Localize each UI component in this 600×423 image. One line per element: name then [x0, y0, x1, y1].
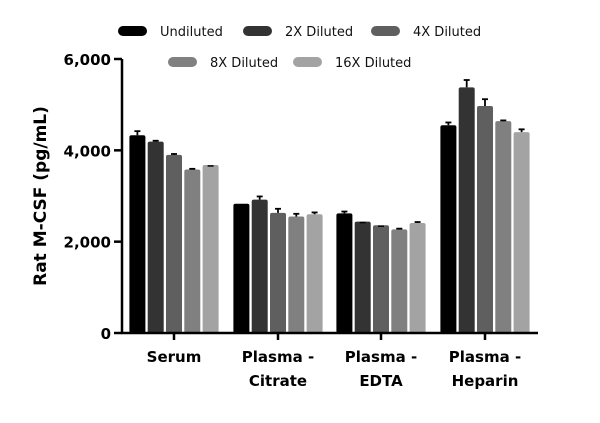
legend-swatch: [371, 26, 400, 36]
legend-label: 4X Diluted: [413, 25, 481, 40]
y-tick-label: 4,000: [64, 142, 111, 160]
legend-swatch: [168, 57, 197, 67]
legend-label: 2X Diluted: [285, 25, 353, 40]
bar: [202, 164, 219, 333]
bar: [336, 213, 353, 333]
y-axis: 0 2,000 4,000 6,000: [64, 51, 124, 343]
y-tick-label: 0: [101, 325, 111, 343]
bar: [306, 214, 323, 333]
bar: [166, 154, 182, 333]
legend-swatch: [243, 26, 272, 36]
bar: [270, 212, 286, 333]
bar: [458, 87, 475, 334]
x-tick-label: Serum: [147, 348, 202, 366]
y-tick-label: 6,000: [64, 51, 111, 69]
bars: [129, 79, 530, 334]
y-tick-label: 2,000: [64, 234, 111, 252]
bar: [513, 132, 530, 333]
x-tick-label: Plasma -: [242, 348, 314, 366]
legend-label: 16X Diluted: [335, 56, 411, 71]
x-axis: Serum Plasma - Citrate Plasma - EDTA Plasma -…: [121, 331, 538, 390]
y-axis-label: Rat M-CSF (pg/mL): [31, 106, 51, 286]
x-tick-label: Heparin: [452, 372, 519, 390]
legend-label: Undiluted: [160, 25, 223, 40]
bar: [495, 121, 512, 334]
bar: [184, 169, 201, 333]
bar: [147, 141, 164, 333]
legend-swatch: [118, 26, 147, 36]
bar: [251, 199, 268, 333]
bar: [129, 135, 146, 333]
bar: [409, 222, 426, 333]
legend-swatch: [293, 57, 322, 67]
bar: [354, 221, 371, 333]
bar: [373, 225, 389, 333]
bar: [233, 203, 250, 333]
bar: [440, 125, 457, 333]
legend: Undiluted 2X Diluted 4X Diluted 8X Diluted 1…: [118, 25, 481, 71]
x-tick-label: Plasma -: [449, 348, 521, 366]
x-tick-label: Plasma -: [345, 348, 417, 366]
bar: [391, 229, 408, 333]
bar: [477, 106, 493, 333]
legend-label: 8X Diluted: [210, 56, 278, 71]
x-tick-label: EDTA: [359, 372, 403, 390]
bar: [288, 216, 305, 333]
x-tick-label: Citrate: [249, 372, 307, 390]
